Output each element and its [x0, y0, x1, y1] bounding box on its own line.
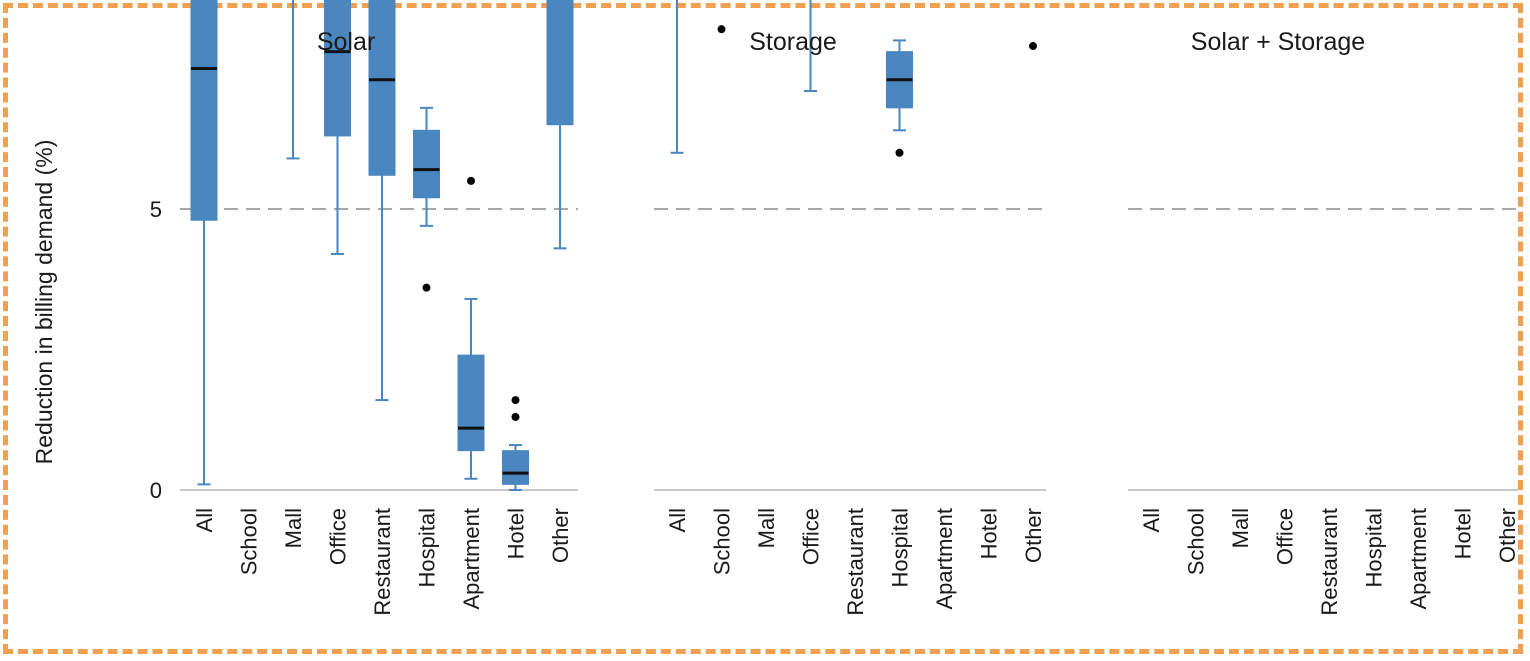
category-label: Other [1021, 508, 1046, 563]
category-label: Hotel [504, 508, 529, 559]
category-label: Hospital [1362, 508, 1387, 587]
category-label: Hotel [1451, 508, 1476, 559]
category-label: School [1184, 508, 1209, 575]
outlier-point [467, 176, 475, 185]
box-apartment [457, 176, 485, 480]
category-label: Office [326, 508, 351, 565]
box-other [1029, 42, 1037, 51]
box-hospital [886, 39, 913, 157]
category-label: Apartment [1406, 508, 1431, 610]
box-office [804, 0, 817, 92]
box-all [190, 0, 218, 486]
box-iqr [457, 354, 485, 452]
panel-title: Storage [749, 28, 837, 56]
chart-frame [3, 3, 1523, 654]
category-label: Hospital [415, 508, 440, 587]
y-axis-label: Reduction in billing demand (%) [31, 140, 57, 465]
category-label: Office [799, 508, 824, 565]
outlier-point [717, 25, 726, 34]
outlier-point [422, 283, 431, 292]
category-label: Mall [281, 508, 306, 548]
category-label: All [665, 508, 690, 532]
box-iqr [502, 450, 529, 485]
category-label: Apartment [932, 508, 957, 610]
box-mall [286, 0, 300, 160]
box-iqr [413, 129, 440, 199]
category-label: School [237, 508, 262, 575]
box-iqr [368, 0, 396, 176]
y-tick-label: 0 [150, 478, 162, 503]
box-all [670, 0, 684, 154]
category-label: Apartment [459, 508, 484, 610]
category-label: Restaurant [370, 508, 395, 616]
box-school [717, 25, 726, 34]
outlier-point [895, 148, 904, 157]
box-other [546, 0, 574, 250]
category-label: All [1139, 508, 1164, 532]
category-label: All [192, 508, 217, 532]
category-label: Hotel [977, 508, 1002, 559]
box-hotel [502, 396, 529, 491]
category-label: Hospital [888, 508, 913, 587]
box-layer [190, 0, 1037, 491]
category-label: Other [548, 508, 573, 563]
box-iqr [546, 0, 574, 126]
category-label: Mall [754, 508, 779, 548]
y-tick-label: 5 [150, 197, 162, 222]
outlier-point [1029, 42, 1037, 51]
box-office [324, 0, 351, 255]
box-iqr [190, 0, 218, 221]
box-hospital [413, 106, 440, 292]
panel-title: Solar + Storage [1191, 28, 1365, 56]
category-label: Mall [1228, 508, 1253, 548]
outlier-point [511, 396, 520, 405]
box-iqr [324, 0, 351, 137]
category-label: Restaurant [843, 508, 868, 616]
category-label: Office [1273, 508, 1298, 565]
category-label: Other [1495, 508, 1520, 563]
panel-0 [190, 0, 574, 491]
outlier-point [511, 412, 520, 421]
category-label: School [710, 508, 735, 575]
panel-title: Solar [317, 28, 375, 56]
text-layer: 05101520253035SolarAllSchoolMallOfficeRe… [150, 28, 1520, 616]
category-label: Restaurant [1317, 508, 1342, 616]
panel-1 [670, 0, 1037, 157]
box-restaurant [368, 0, 396, 402]
